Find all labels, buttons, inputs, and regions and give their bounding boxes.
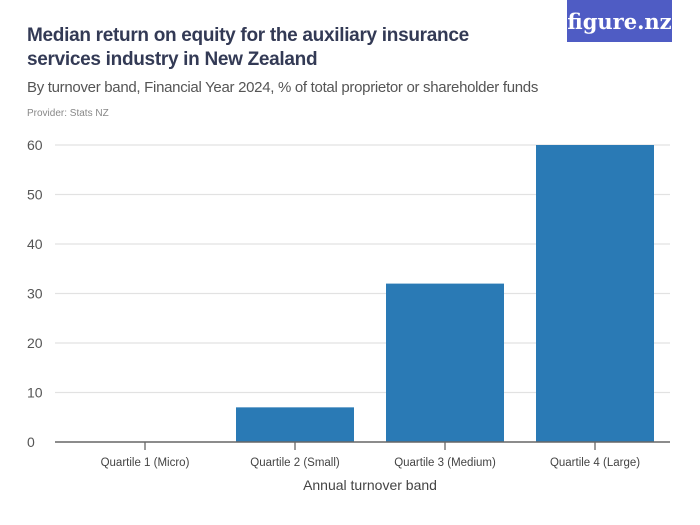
chart-subtitle: By turnover band, Financial Year 2024, %… (27, 79, 539, 96)
y-tick-label: 0 (27, 434, 35, 450)
y-tick-label: 20 (27, 335, 43, 351)
bar (536, 145, 654, 442)
figure-nz-logo[interactable]: figure.nz (567, 0, 672, 42)
bar (386, 283, 504, 442)
y-tick-label: 50 (27, 187, 43, 203)
x-tick-label: Quartile 4 (Large) (550, 457, 640, 469)
x-tick-label: Quartile 3 (Medium) (394, 457, 496, 469)
y-tick-label: 10 (27, 385, 43, 401)
logo-text: figure.nz (567, 8, 672, 34)
x-tick-label: Quartile 1 (Micro) (101, 457, 190, 469)
provider-label: Provider: Stats NZ (27, 108, 109, 119)
y-tick-label: 60 (27, 137, 43, 153)
y-tick-label: 40 (27, 236, 43, 252)
y-tick-label: 30 (27, 286, 43, 302)
chart-title: Median return on equity for the auxiliar… (27, 25, 469, 70)
x-axis-title: Annual turnover band (303, 477, 437, 493)
x-tick-label: Quartile 2 (Small) (250, 457, 340, 469)
bar (236, 407, 354, 442)
